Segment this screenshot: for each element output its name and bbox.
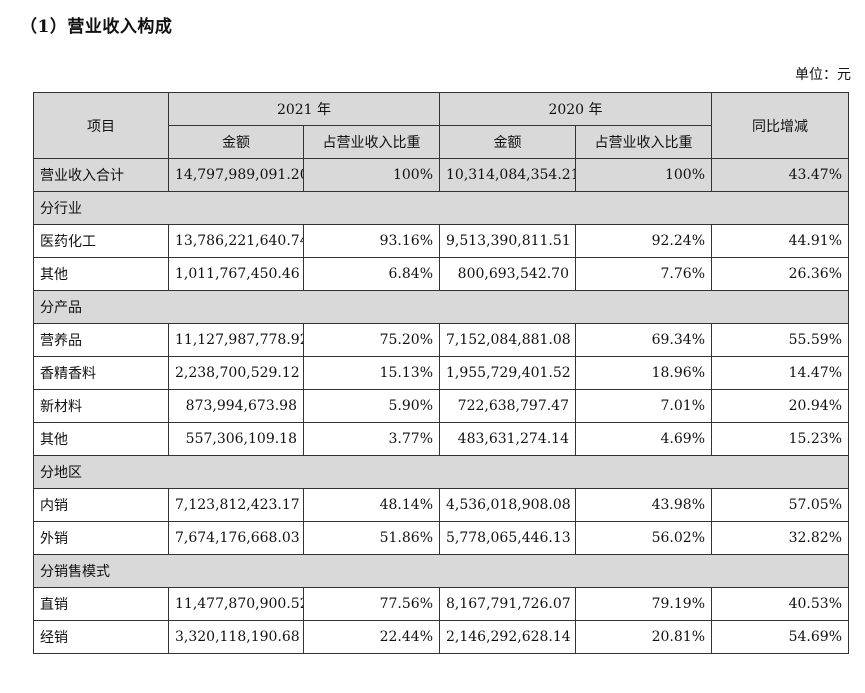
- share-2020-cell: 56.02%: [575, 521, 712, 555]
- header-yoy: 同比增减: [711, 92, 849, 159]
- amount-2020-cell: 800,693,542.70: [439, 257, 576, 291]
- header-share-2020: 占营业收入比重: [575, 125, 712, 159]
- table-row: 医药化工 13,786,221,640.74 93.16% 9,513,390,811…: [33, 224, 849, 258]
- table-row: 内销 7,123,812,423.17 48.14% 4,536,018,908.08…: [33, 488, 849, 522]
- yoy-cell: 26.36%: [711, 257, 849, 291]
- row-label: 其他: [33, 422, 169, 456]
- amount-2021-cell: 14,797,989,091.20: [168, 158, 304, 192]
- amount-2020-cell: 483,631,274.14: [439, 422, 576, 456]
- share-2021-cell: 3.77%: [303, 422, 440, 456]
- table-row: 经销 3,320,118,190.68 22.44% 2,146,292,628.14…: [33, 620, 849, 654]
- share-2021-cell: 77.56%: [303, 587, 440, 621]
- yoy-cell: 44.91%: [711, 224, 849, 258]
- share-2021-cell: 100%: [303, 158, 440, 192]
- amount-2021-cell: 557,306,109.18: [168, 422, 304, 456]
- amount-2021-cell: 3,320,118,190.68: [168, 620, 304, 654]
- yoy-cell: 14.47%: [711, 356, 849, 390]
- row-label: 香精香料: [33, 356, 169, 390]
- row-label: 直销: [33, 587, 169, 621]
- share-2021-cell: 48.14%: [303, 488, 440, 522]
- row-label: 新材料: [33, 389, 169, 423]
- share-2021-cell: 75.20%: [303, 323, 440, 357]
- row-label: 营养品: [33, 323, 169, 357]
- section-title: 分产品: [33, 290, 849, 324]
- amount-2020-cell: 9,513,390,811.51: [439, 224, 576, 258]
- section-header-row: 分地区: [33, 455, 849, 489]
- header-share-2021: 占营业收入比重: [303, 125, 440, 159]
- share-2020-cell: 43.98%: [575, 488, 712, 522]
- yoy-cell: 15.23%: [711, 422, 849, 456]
- share-2021-cell: 51.86%: [303, 521, 440, 555]
- share-2020-cell: 18.96%: [575, 356, 712, 390]
- amount-2021-cell: 7,674,176,668.03: [168, 521, 304, 555]
- table-row: 外销 7,674,176,668.03 51.86% 5,778,065,446.13…: [33, 521, 849, 555]
- amount-2021-cell: 13,786,221,640.74: [168, 224, 304, 258]
- amount-2020-cell: 722,638,797.47: [439, 389, 576, 423]
- share-2020-cell: 92.24%: [575, 224, 712, 258]
- share-2021-cell: 6.84%: [303, 257, 440, 291]
- share-2020-cell: 20.81%: [575, 620, 712, 654]
- share-2020-cell: 7.76%: [575, 257, 712, 291]
- amount-2020-cell: 7,152,084,881.08: [439, 323, 576, 357]
- amount-2021-cell: 7,123,812,423.17: [168, 488, 304, 522]
- row-label: 营业收入合计: [33, 158, 169, 192]
- share-2021-cell: 22.44%: [303, 620, 440, 654]
- amount-2021-cell: 1,011,767,450.46: [168, 257, 304, 291]
- section-header-row: 分产品: [33, 290, 849, 324]
- section-header-row: 分行业: [33, 191, 849, 225]
- yoy-cell: 20.94%: [711, 389, 849, 423]
- share-2020-cell: 69.34%: [575, 323, 712, 357]
- amount-2021-cell: 873,994,673.98: [168, 389, 304, 423]
- share-2020-cell: 79.19%: [575, 587, 712, 621]
- amount-2021-cell: 11,477,870,900.52: [168, 587, 304, 621]
- amount-2020-cell: 1,955,729,401.52: [439, 356, 576, 390]
- header-item: 项目: [33, 92, 169, 159]
- header-row-2: 金额 占营业收入比重 金额 占营业收入比重: [34, 125, 849, 159]
- header-row-1: 项目 2021 年 2020 年 同比增减: [33, 92, 849, 159]
- row-label: 内销: [33, 488, 169, 522]
- share-2021-cell: 15.13%: [303, 356, 440, 390]
- row-label: 外销: [33, 521, 169, 555]
- yoy-cell: 57.05%: [711, 488, 849, 522]
- header-year-2021: 2021 年: [168, 92, 440, 126]
- section-title: 分地区: [33, 455, 849, 489]
- share-2020-cell: 7.01%: [575, 389, 712, 423]
- amount-2020-cell: 2,146,292,628.14: [439, 620, 576, 654]
- header-amount-2021: 金额: [168, 125, 304, 159]
- header-year-2020: 2020 年: [439, 92, 712, 126]
- amount-2020-cell: 4,536,018,908.08: [439, 488, 576, 522]
- table-body: 营业收入合计 14,797,989,091.20 100% 10,314,084…: [33, 158, 849, 654]
- share-2020-cell: 100%: [575, 158, 712, 192]
- table-row: 其他 557,306,109.18 3.77% 483,631,274.14 4.69%…: [33, 422, 849, 456]
- amount-2020-cell: 8,167,791,726.07: [439, 587, 576, 621]
- total-row: 营业收入合计 14,797,989,091.20 100% 10,314,084…: [33, 158, 849, 192]
- amount-2020-cell: 10,314,084,354.21: [439, 158, 576, 192]
- yoy-cell: 32.82%: [711, 521, 849, 555]
- table-row: 其他 1,011,767,450.46 6.84% 800,693,542.70 7.7…: [33, 257, 849, 291]
- table-row: 新材料 873,994,673.98 5.90% 722,638,797.47 7.01…: [33, 389, 849, 423]
- row-label: 经销: [33, 620, 169, 654]
- table-row: 直销 11,477,870,900.52 77.56% 8,167,791,726.0…: [33, 587, 849, 621]
- share-2021-cell: 5.90%: [303, 389, 440, 423]
- row-label: 医药化工: [33, 224, 169, 258]
- amount-2021-cell: 2,238,700,529.12: [168, 356, 304, 390]
- section-title: 分销售模式: [33, 554, 849, 588]
- page-title: （1）营业收入构成: [20, 17, 173, 37]
- yoy-cell: 54.69%: [711, 620, 849, 654]
- table-row: 香精香料 2,238,700,529.12 15.13% 1,955,729,401.…: [33, 356, 849, 390]
- section-title: 分行业: [33, 191, 849, 225]
- yoy-cell: 40.53%: [711, 587, 849, 621]
- amount-2020-cell: 5,778,065,446.13: [439, 521, 576, 555]
- table-row: 营养品 11,127,987,778.92 75.20% 7,152,084,881.…: [33, 323, 849, 357]
- revenue-table: 项目 2021 年 2020 年 同比增减 金额 占营业收入比重 金额 占营业收…: [33, 92, 849, 654]
- share-2020-cell: 4.69%: [575, 422, 712, 456]
- row-label: 其他: [33, 257, 169, 291]
- yoy-cell: 55.59%: [711, 323, 849, 357]
- amount-2021-cell: 11,127,987,778.92: [168, 323, 304, 357]
- yoy-cell: 43.47%: [711, 158, 849, 192]
- header-amount-2020: 金额: [439, 125, 576, 159]
- unit-label: 单位：元: [795, 67, 851, 83]
- share-2021-cell: 93.16%: [303, 224, 440, 258]
- section-header-row: 分销售模式: [33, 554, 849, 588]
